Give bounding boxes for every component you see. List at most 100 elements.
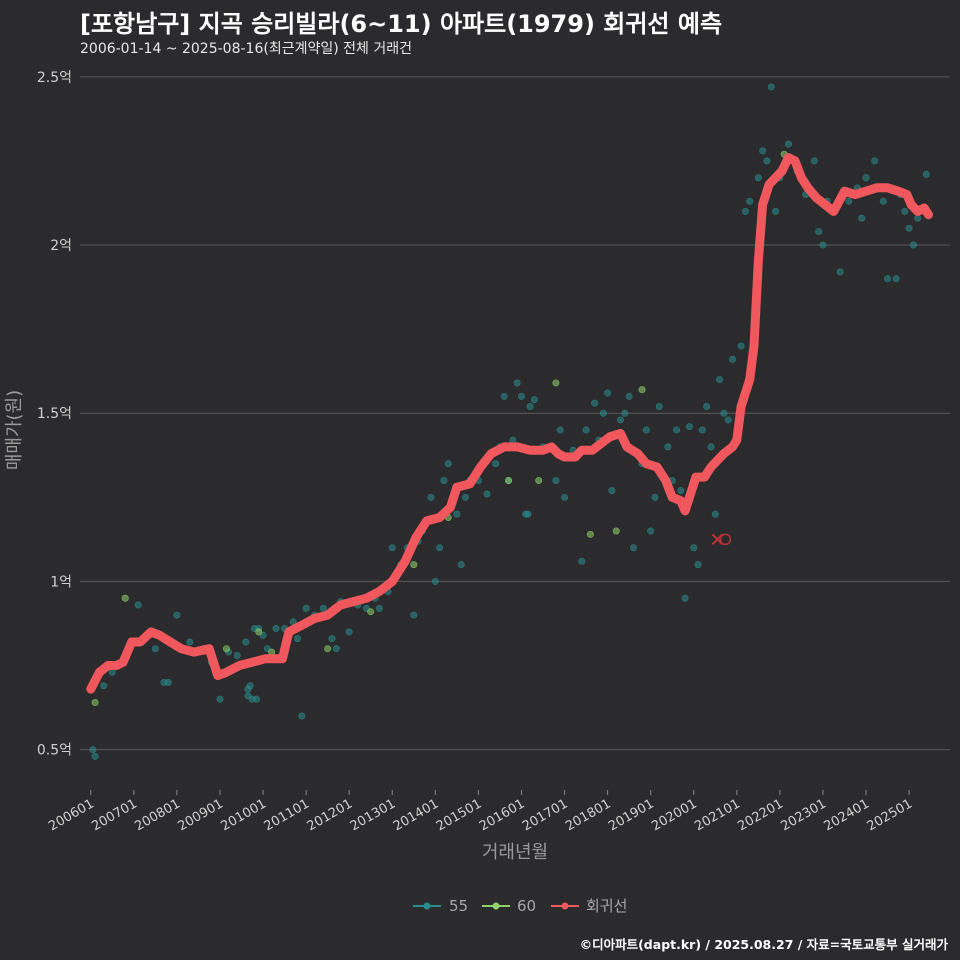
x-tick-label: 201201: [305, 796, 355, 834]
point-55: [599, 409, 607, 417]
point-55: [922, 170, 930, 178]
y-tick-label: 1.5억: [37, 406, 72, 422]
point-55: [754, 174, 762, 182]
point-55: [741, 207, 749, 215]
point-60: [638, 386, 646, 394]
point-55: [108, 668, 116, 676]
point-55: [685, 423, 693, 431]
x-axis-title: 거래년월: [482, 842, 548, 863]
point-55: [901, 207, 909, 215]
point-55: [582, 426, 590, 434]
legend-55-marker: [423, 902, 431, 910]
point-55: [647, 527, 655, 535]
point-55: [737, 342, 745, 350]
y-tick-label: 1억: [50, 574, 72, 590]
x-tick-label: 201601: [477, 796, 527, 834]
point-60: [535, 477, 543, 485]
y-tick-label: 0.5억: [37, 743, 72, 759]
point-55: [617, 416, 625, 424]
point-55: [216, 695, 224, 703]
point-55: [100, 682, 108, 690]
point-55: [461, 493, 469, 501]
point-55: [524, 510, 532, 518]
point-55: [862, 174, 870, 182]
point-55: [440, 477, 448, 485]
x-tick-label: 200801: [132, 796, 182, 834]
y-axis-title: 매매가(원): [4, 390, 25, 470]
x-tick-label: 201301: [348, 796, 398, 834]
point-55: [694, 561, 702, 569]
point-55: [444, 460, 452, 468]
x-tick-label: 202301: [778, 796, 828, 834]
point-55: [836, 268, 844, 276]
point-55: [784, 140, 792, 148]
point-55: [328, 635, 336, 643]
point-55: [561, 493, 569, 501]
point-55: [815, 228, 823, 236]
point-55: [319, 604, 327, 612]
x-tick-label: 202001: [649, 796, 699, 834]
point-55: [431, 577, 439, 585]
point-55: [552, 477, 560, 485]
grid-lines: [80, 76, 950, 751]
point-55: [151, 645, 159, 653]
point-55: [651, 493, 659, 501]
point-55: [173, 611, 181, 619]
point-55: [698, 426, 706, 434]
point-55: [642, 426, 650, 434]
regression-line: [86, 153, 933, 694]
y-axis-ticks: 0.5억 1억 1.5억 2억 2.5억: [37, 70, 72, 759]
y-tick-label: 2억: [50, 238, 72, 254]
point-55: [677, 487, 685, 495]
point-55: [298, 712, 306, 720]
legend-60-marker: [492, 902, 500, 910]
point-55: [513, 379, 521, 387]
point-60: [324, 645, 332, 653]
point-55: [724, 416, 732, 424]
point-55: [509, 436, 517, 444]
x-tick-label: 202501: [865, 796, 915, 834]
point-55: [436, 544, 444, 552]
point-60: [222, 645, 230, 653]
point-60: [367, 608, 375, 616]
legend-60-label: 60: [517, 897, 536, 915]
point-55: [500, 392, 508, 400]
point-55: [410, 611, 418, 619]
point-55: [629, 544, 637, 552]
legend-55-label: 55: [449, 897, 468, 915]
point-55: [246, 682, 254, 690]
point-55: [457, 561, 465, 569]
point-55: [772, 207, 780, 215]
point-55: [871, 157, 879, 165]
point-55: [492, 460, 500, 468]
x-tick-label: 201901: [606, 796, 656, 834]
source-credit: ©디아파트(dapt.kr) / 2025.08.27 / 자료=국토교통부 실…: [579, 937, 948, 952]
point-60: [612, 527, 620, 535]
x-axis-ticks: 2006012007012008012009012010012011012012…: [46, 790, 915, 834]
point-55: [91, 752, 99, 760]
point-55: [884, 275, 892, 283]
point-55: [746, 197, 754, 205]
point-60: [552, 379, 560, 387]
point-55: [767, 83, 775, 91]
point-55: [453, 510, 461, 518]
legend-regression-label: 회귀선: [586, 897, 627, 915]
point-55: [272, 625, 280, 633]
point-55: [388, 544, 396, 552]
point-55: [858, 214, 866, 222]
point-55: [879, 197, 887, 205]
legend: 55 60 회귀선: [413, 897, 627, 915]
x-tick-label: 201501: [434, 796, 484, 834]
point-55: [810, 157, 818, 165]
regression-outlier-circle: [719, 533, 732, 546]
x-tick-label: 200701: [89, 796, 139, 834]
point-55: [345, 628, 353, 636]
point-55: [892, 275, 900, 283]
point-55: [517, 392, 525, 400]
point-55: [707, 443, 715, 451]
x-tick-label: 201701: [520, 796, 570, 834]
legend-regression-marker: [561, 902, 569, 910]
point-55: [664, 443, 672, 451]
point-55: [164, 678, 172, 686]
